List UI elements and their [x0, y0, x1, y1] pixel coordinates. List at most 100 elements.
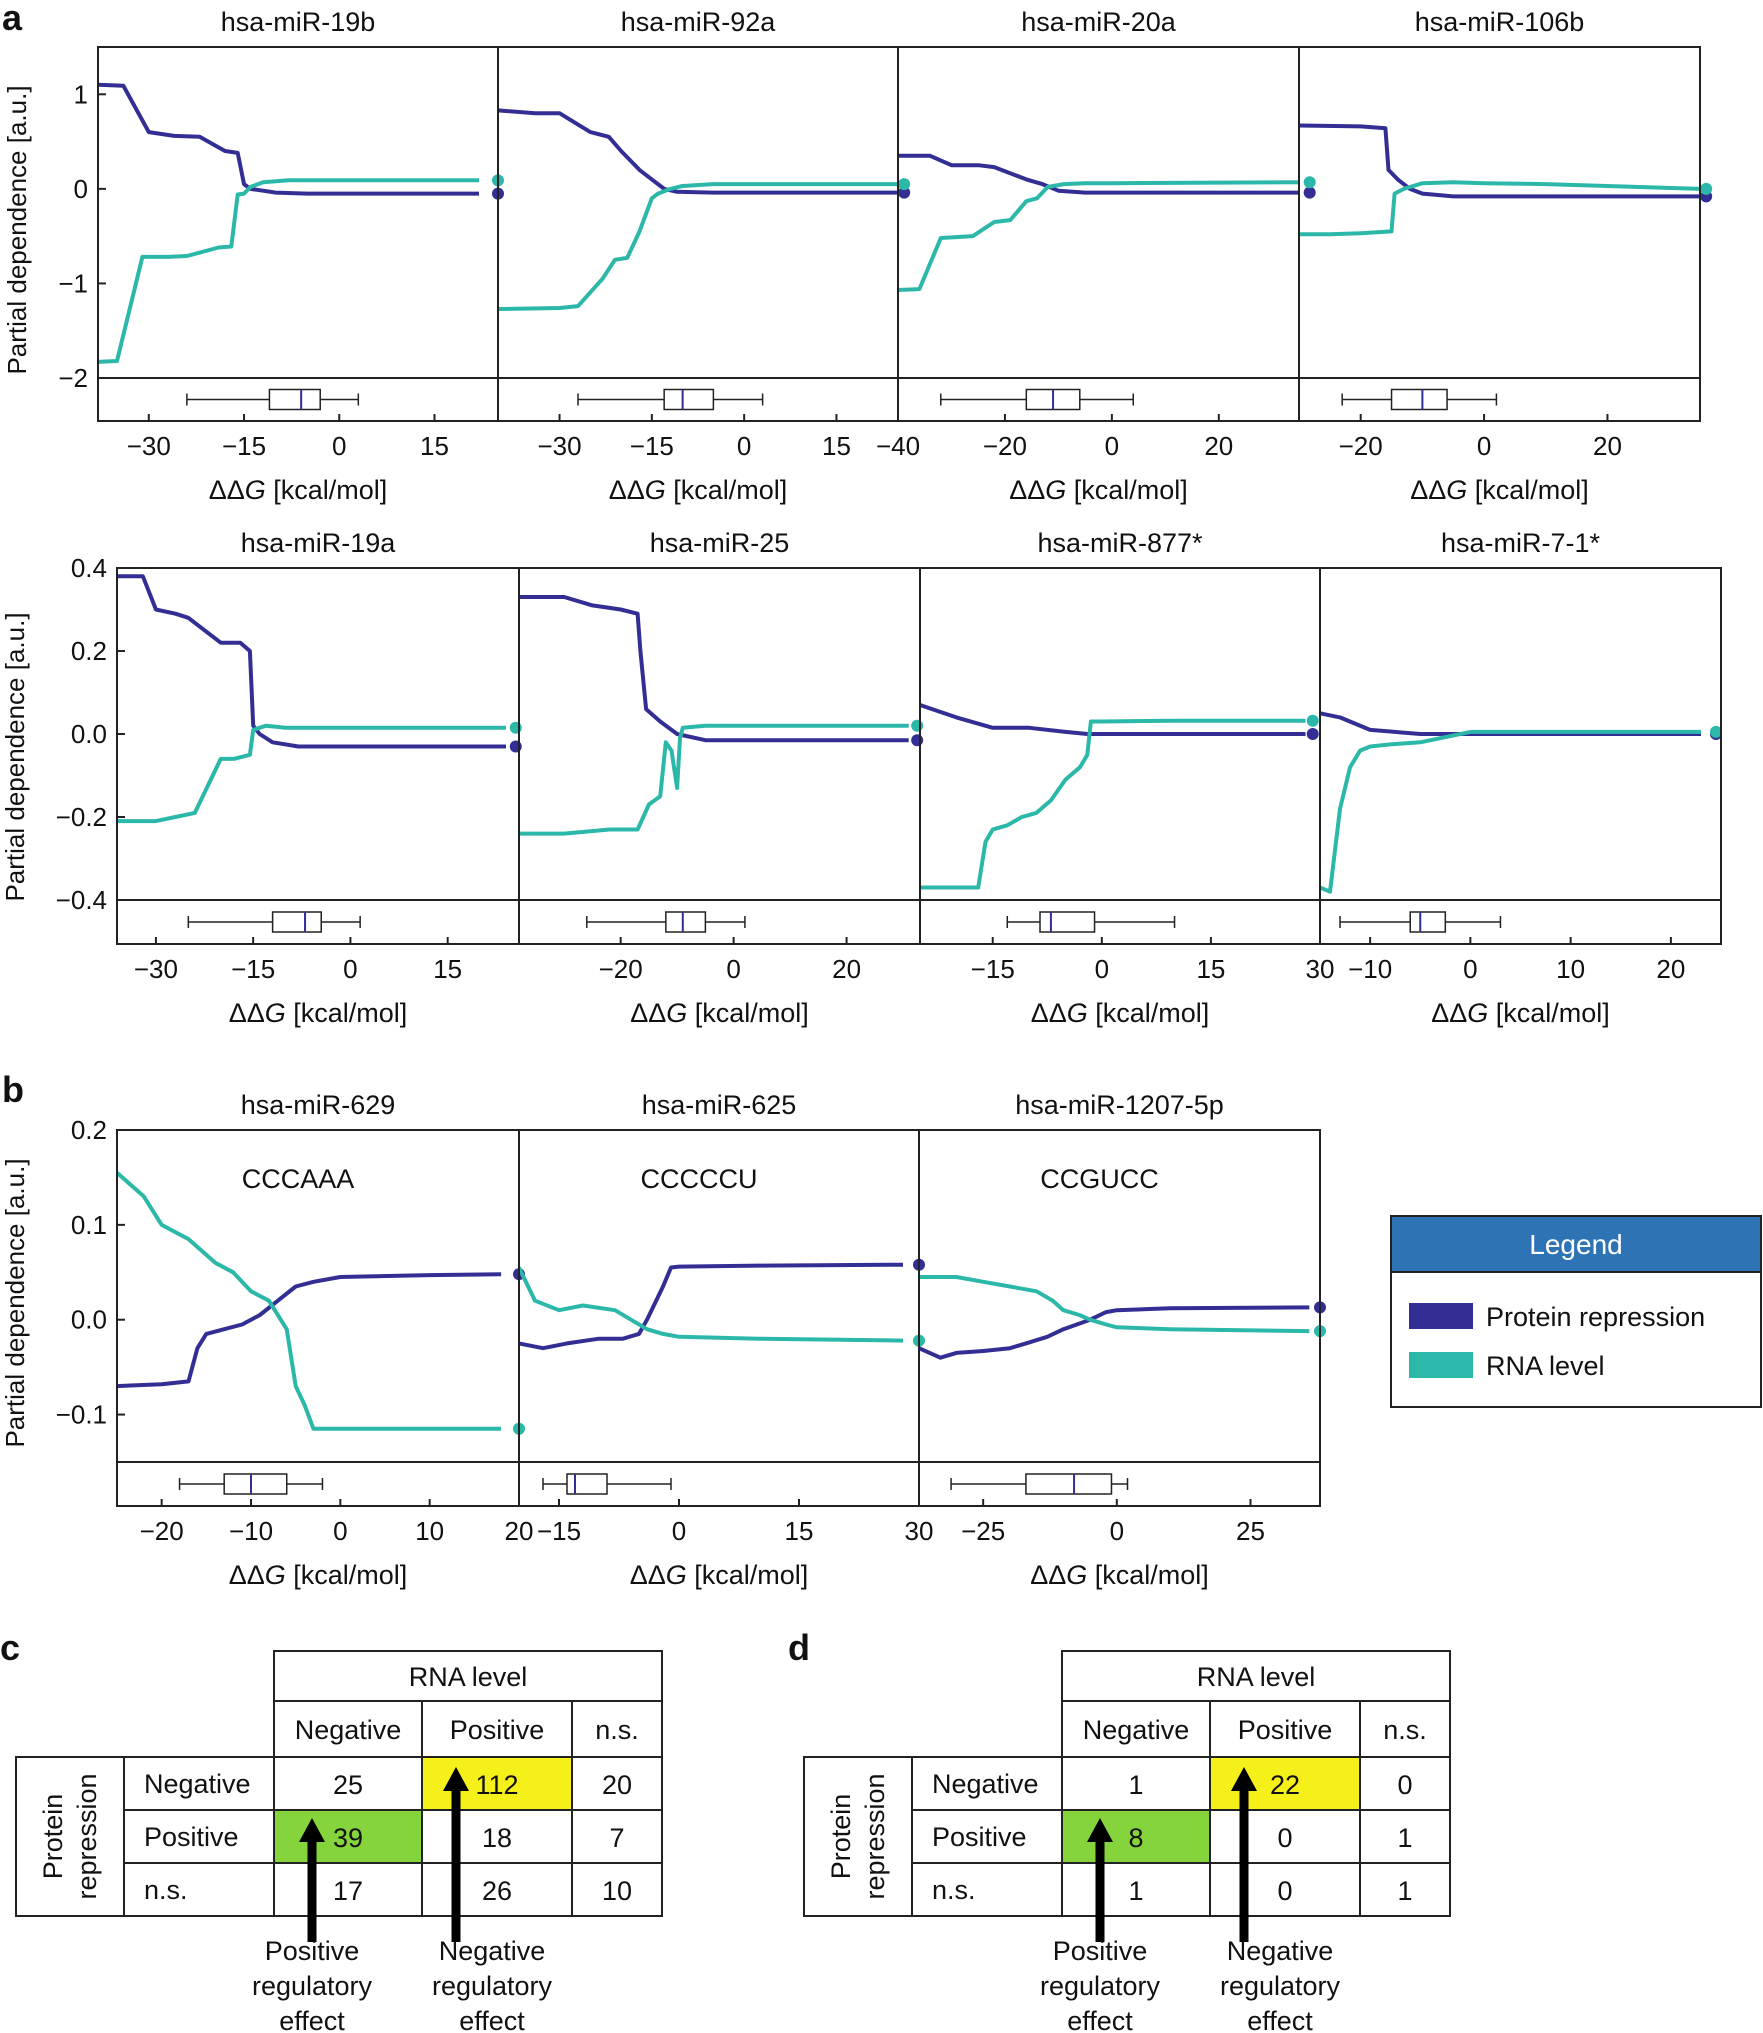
x-axis-label-prefix: ΔΔ: [229, 1560, 265, 1590]
positive-effect-label: effect: [1067, 2006, 1133, 2033]
row-label-1: Positive: [144, 1822, 239, 1852]
cell-value: 7: [609, 1823, 624, 1853]
box-iqr: [1390, 388, 1448, 411]
x-tick-label: 0: [1095, 954, 1109, 984]
cell-value: 1: [1128, 1876, 1143, 1906]
chart-hsa-mir-19a: hsa-miR-19a 0.4 0.2 0.0 −0.2 −0.4 −30 −15 0 15 ΔΔG…: [56, 528, 522, 1028]
positive-effect-label: effect: [279, 2006, 345, 2033]
x-axis-label-suffix: [kcal/mol]: [1088, 998, 1210, 1028]
protein-end-dot: [1303, 186, 1316, 199]
negative-effect-label: Negative: [1227, 1936, 1334, 1966]
x-axis-label-italic: G: [1066, 1560, 1087, 1590]
x-tick-label: 0: [332, 431, 346, 461]
row-header-line1: Protein: [826, 1794, 856, 1880]
col-label-0: Negative: [1083, 1715, 1190, 1745]
x-tick-label: −10: [1348, 954, 1392, 984]
plot-frame: [116, 567, 520, 901]
x-tick-label: 15: [1196, 954, 1225, 984]
box-iqr: [1409, 911, 1447, 933]
cell-value: 18: [482, 1823, 512, 1853]
rna-level-line: [519, 723, 909, 836]
negative-effect-label: effect: [459, 2006, 525, 2033]
y-tick-label: −0.2: [56, 802, 107, 832]
rna-level-line: [117, 723, 506, 824]
table-cell: [1061, 1756, 1211, 1811]
table-cell: [1061, 1862, 1211, 1917]
motif-label: CCCCCU: [641, 1164, 758, 1194]
cell-value: 0: [1277, 1876, 1292, 1906]
x-tick-label: −30: [537, 431, 581, 461]
x-tick-label: 10: [1556, 954, 1585, 984]
motif-label: CCCAAA: [242, 1164, 355, 1194]
protein-repression-line: [97, 82, 479, 196]
x-tick-label: −20: [140, 1516, 184, 1546]
x-tick-label: −30: [134, 954, 178, 984]
x-axis-label-prefix: ΔΔ: [609, 475, 645, 505]
chart-hsa-mir-92a: hsa-miR-92a −30 −15 0 15 ΔΔG [kcal/mol]: [497, 7, 911, 505]
positive-effect-label: Positive: [1053, 1936, 1148, 1966]
protein-repression-line: [497, 108, 898, 195]
y-tick-label: 0.4: [71, 553, 107, 583]
protein-repression-line: [918, 1305, 1310, 1360]
positive-effect-label: regulatory: [1040, 1971, 1161, 2001]
x-tick-label: 20: [832, 954, 861, 984]
x-axis-label: ΔΔG [kcal/mol]: [209, 475, 388, 505]
panel-label-a: a: [2, 0, 23, 38]
legend-header: [1390, 1215, 1762, 1273]
x-axis-label-suffix: [kcal/mol]: [1066, 475, 1188, 505]
chart-hsa-mir-1207-5p: hsa-miR-1207-5p CCGUCC −25 0 25 ΔΔG [kcal/mol…: [918, 1090, 1326, 1590]
protein-repression-line: [116, 1272, 502, 1389]
legend-swatch-protein: [1409, 1303, 1473, 1329]
x-axis-label: ΔΔG [kcal/mol]: [1009, 475, 1188, 505]
x-tick-label: −15: [231, 954, 275, 984]
y-axis-label-row2: Partial dependence [a.u.]: [0, 612, 30, 901]
x-axis-label-suffix: [kcal/mol]: [687, 998, 809, 1028]
x-tick-label: 15: [433, 954, 462, 984]
x-tick-label: 20: [1204, 431, 1233, 461]
cell-value: 25: [333, 1770, 363, 1800]
boxplot-frame: [918, 1461, 1321, 1507]
table-cell: [1209, 1809, 1361, 1864]
x-tick-label: 0: [737, 431, 751, 461]
panel-label-c: c: [0, 1627, 20, 1668]
negative-effect-label: regulatory: [1220, 1971, 1341, 2001]
x-axis-label-italic: G: [666, 1560, 687, 1590]
x-tick-label: 15: [822, 431, 851, 461]
boxplot-frame: [1298, 377, 1701, 422]
cell-value: 1: [1397, 1823, 1412, 1853]
x-tick-label: 30: [905, 1516, 934, 1546]
y-tick-label: −2: [58, 363, 88, 393]
chart-title: hsa-miR-625: [642, 1090, 797, 1120]
x-axis-label-prefix: ΔΔ: [209, 475, 245, 505]
x-tick-label: −10: [229, 1516, 273, 1546]
rna-end-dot: [1303, 176, 1316, 189]
protein-end-dot: [1306, 728, 1319, 740]
x-axis-label-prefix: ΔΔ: [229, 998, 265, 1028]
x-tick-label: 25: [1236, 1516, 1265, 1546]
x-tick-label: −20: [1339, 431, 1383, 461]
table-cell: [1359, 1756, 1451, 1811]
table-cell: [1359, 1862, 1451, 1917]
x-axis-label-suffix: [kcal/mol]: [1467, 475, 1589, 505]
x-tick-label: −15: [537, 1516, 581, 1546]
x-tick-label: 15: [420, 431, 449, 461]
protein-repression-line: [117, 574, 506, 749]
row-label-1: Positive: [932, 1822, 1027, 1852]
rna-level-line: [1319, 729, 1701, 894]
x-tick-label: 0: [1105, 431, 1119, 461]
protein-repression-line: [1319, 711, 1701, 736]
x-axis-label-italic: G: [265, 998, 286, 1028]
y-axis-label-row1: Partial dependence [a.u.]: [2, 85, 32, 374]
y-tick-label: −0.4: [56, 885, 107, 915]
box-iqr: [223, 1473, 288, 1495]
negative-effect-label: regulatory: [432, 1971, 553, 2001]
chart-hsa-mir-20a: hsa-miR-20a −40 −20 0 20 ΔΔG [kcal/mol]: [876, 7, 1316, 505]
plot-frame: [1298, 46, 1701, 379]
row-label-2: n.s.: [932, 1875, 976, 1905]
col-label-2: n.s.: [1383, 1715, 1427, 1745]
